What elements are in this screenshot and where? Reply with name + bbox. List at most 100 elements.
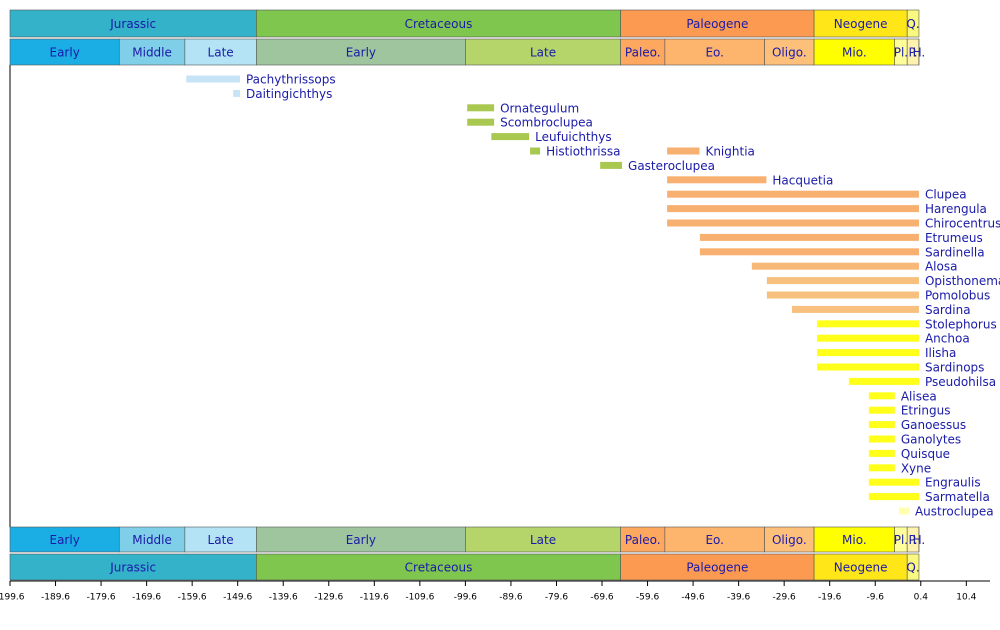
range-bar [667, 219, 919, 227]
x-tick-label: -39.6 [727, 593, 751, 603]
taxon-label: Sardinella [925, 245, 985, 259]
taxon-label: Knightia [705, 145, 754, 159]
epoch-label: Eo. [705, 533, 724, 547]
taxon-label: Sarmatella [925, 490, 990, 504]
range-bar [868, 478, 919, 486]
epoch-label: Oligo. [772, 46, 807, 60]
epoch-label: Middle [132, 533, 172, 547]
range-bar [868, 421, 895, 429]
x-tick-label: -19.6 [818, 593, 842, 603]
epoch-label: Late [208, 533, 234, 547]
taxon-label: Gasteroclupea [628, 159, 715, 173]
taxon-label: Xyne [901, 461, 931, 475]
range-bar [491, 133, 530, 141]
epoch-label: Mio. [842, 46, 867, 60]
taxon-label: Alisea [901, 389, 937, 403]
epoch-label: Early [49, 46, 79, 60]
taxon-label: Sardinops [925, 361, 984, 375]
epoch [620, 38, 666, 66]
epoch-label: H. [913, 46, 926, 60]
range-bar [816, 349, 919, 357]
taxon-label: Stolephorus [925, 317, 997, 331]
period [9, 9, 257, 38]
period [256, 9, 621, 38]
epoch-label: Paleo. [625, 46, 661, 60]
taxon-label: Pseudohilsa [925, 375, 996, 389]
x-tick-label: -69.6 [590, 593, 614, 603]
period [906, 9, 920, 38]
period-label: Jurassic [109, 561, 156, 575]
range-bar [233, 89, 240, 97]
epoch-label: P. [908, 46, 917, 60]
taxon-label: Leufuichthys [535, 130, 612, 144]
x-tick-label: -159.6 [178, 593, 207, 603]
range-bar [816, 320, 919, 328]
epoch [184, 38, 257, 66]
taxon-label: Austroclupea [915, 505, 994, 519]
x-tick-label: 10.4 [956, 593, 976, 603]
range-bar [467, 118, 495, 126]
period-label: Paleogene [686, 561, 748, 575]
epoch [465, 38, 621, 66]
range-bar [868, 449, 895, 457]
taxon-label: Ilisha [925, 346, 956, 360]
x-tick-label: -189.6 [41, 593, 70, 603]
taxon-label: Etringus [901, 404, 951, 418]
epoch [813, 526, 895, 553]
x-tick-label: -59.6 [636, 593, 660, 603]
taxon-label: Sardina [925, 303, 971, 317]
x-tick-label: -49.6 [681, 593, 705, 603]
epoch-label: Eo. [705, 46, 724, 60]
taxon-label: Pomolobus [925, 289, 990, 303]
period-label: Neogene [834, 17, 888, 31]
period-label: Jurassic [109, 17, 156, 31]
x-tick-label: 0.4 [914, 593, 929, 603]
range-bar [791, 305, 919, 313]
range-bar [667, 205, 919, 213]
taxon-label: Opisthonema [925, 274, 1000, 288]
taxon-label: Quisque [901, 447, 950, 461]
range-bar [816, 363, 919, 371]
epoch-label: Pl. [894, 46, 908, 60]
x-tick-label: -139.6 [269, 593, 298, 603]
period-label: Paleogene [686, 17, 748, 31]
range-bar [751, 262, 919, 270]
period [813, 9, 908, 38]
x-tick-label: -109.6 [405, 593, 434, 603]
taxon-label: Ganoessus [901, 418, 966, 432]
epoch-label: Late [530, 46, 556, 60]
taxon-label: Pachythrissops [246, 73, 336, 87]
period [620, 9, 815, 38]
x-tick-label: -129.6 [314, 593, 343, 603]
x-tick-label: -79.6 [545, 593, 569, 603]
epoch-label: P. [908, 533, 917, 547]
epoch-label: Middle [132, 46, 172, 60]
epoch [256, 526, 466, 553]
range-bar [868, 435, 895, 443]
range-bar [467, 104, 495, 112]
range-bar [667, 190, 919, 198]
range-bar [186, 75, 240, 83]
epoch [256, 38, 466, 66]
range-bar [699, 233, 919, 241]
period [906, 553, 920, 581]
taxon-label: Ornategulum [500, 101, 579, 115]
epoch [664, 526, 765, 553]
range-bar [699, 248, 919, 256]
epoch-label: Early [346, 46, 376, 60]
period-label: Neogene [834, 561, 888, 575]
epoch-label: Late [530, 533, 556, 547]
taxon-label: Ganolytes [901, 433, 961, 447]
epoch-label: Pl. [894, 533, 908, 547]
epoch-label: Paleo. [625, 533, 661, 547]
range-bar [898, 507, 909, 515]
range-bar [530, 147, 541, 155]
range-bar [868, 406, 895, 414]
range-bar [600, 161, 623, 169]
x-tick-label: -9.6 [866, 593, 884, 603]
range-bar [848, 377, 919, 385]
range-bar [766, 291, 919, 299]
taxon-label: Engraulis [925, 476, 981, 490]
taxon-label: Scombroclupea [500, 116, 593, 130]
